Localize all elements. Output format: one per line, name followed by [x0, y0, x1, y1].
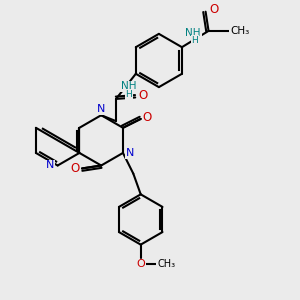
Text: H: H: [125, 90, 132, 99]
Text: H: H: [191, 36, 198, 45]
Text: CH₃: CH₃: [157, 260, 175, 269]
Text: O: O: [71, 162, 80, 175]
Text: O: O: [136, 260, 145, 269]
Text: NH: NH: [121, 81, 136, 92]
Text: N: N: [97, 104, 105, 114]
Text: N: N: [46, 160, 54, 170]
Text: N: N: [126, 148, 134, 158]
Text: O: O: [142, 111, 152, 124]
Text: O: O: [138, 89, 147, 103]
Text: NH: NH: [185, 28, 201, 38]
Text: O: O: [209, 3, 218, 16]
Text: CH₃: CH₃: [230, 26, 249, 36]
